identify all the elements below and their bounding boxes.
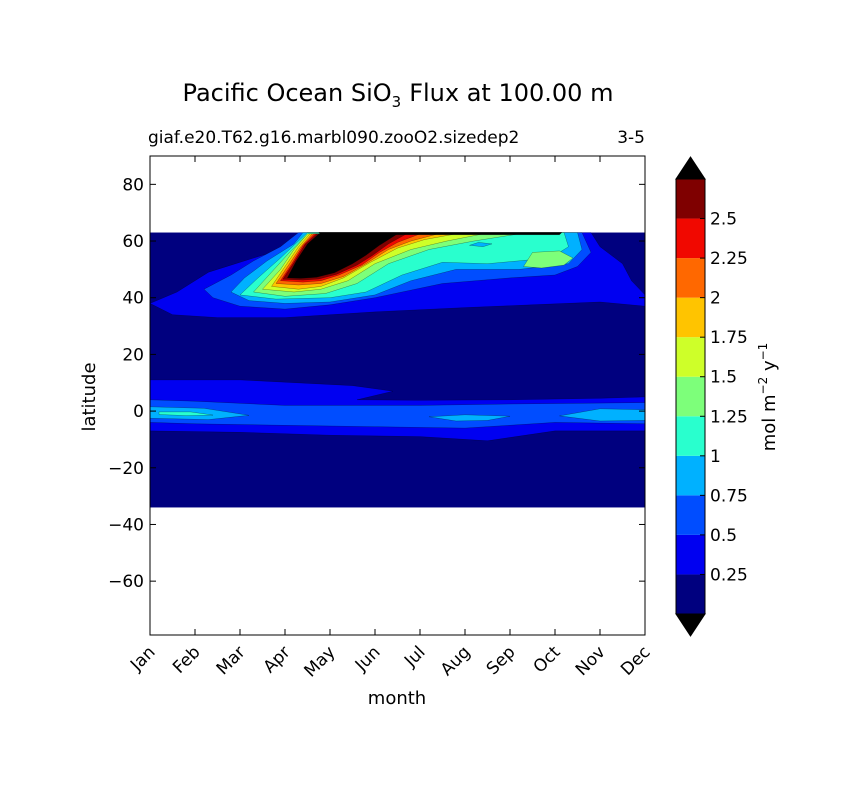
title-text: Pacific Ocean SiO (183, 79, 392, 107)
colorbar-segment (676, 574, 705, 614)
x-tick-label: Feb (169, 642, 204, 677)
x-tick-label: Oct (530, 642, 565, 677)
colorbar-tick-label: 1 (710, 447, 721, 467)
colorbar-tick-label: 0.5 (710, 526, 737, 546)
colorbar-tick-label: 0.25 (710, 565, 748, 585)
colorbar: 0.25 0.5 0.75 1 1.25 1.5 1.75 2 2.25 2.5 (675, 156, 748, 637)
colorbar-segment (676, 455, 705, 496)
x-tick-label: May (301, 642, 340, 681)
region-north-oct-patch (523, 250, 574, 269)
y-axis-label: latitude (79, 362, 100, 431)
x-tick-label: Jul (400, 642, 429, 671)
colorbar-segment (676, 218, 705, 259)
x-tick-label: Sep (483, 642, 520, 679)
colorbar-tick-label: 2 (710, 289, 721, 309)
x-tick-label: Aug (437, 642, 475, 680)
colorbar-tick-label: 1.75 (710, 328, 748, 348)
contour-fill-group (150, 232, 645, 508)
colorbar-label-exp: −2 (756, 377, 770, 395)
y-tick-label: 80 (122, 175, 144, 195)
colorbar-segment (676, 376, 705, 417)
x-axis-label: month (368, 688, 426, 709)
y-tick-label: −20 (108, 459, 144, 479)
region-north-top-black (318, 232, 563, 236)
colorbar-tick-label: 2.25 (710, 249, 748, 269)
chart-title: Pacific Ocean SiO3 Flux at 100.00 m (183, 79, 614, 111)
colorbar-segment (676, 337, 705, 377)
chart-subtitle-right: 3-5 (617, 128, 645, 148)
colorbar-tick-label: 1.5 (710, 368, 737, 388)
title-rest: Flux at 100.00 m (409, 79, 613, 107)
colorbar-label-unit-y: y (759, 360, 780, 377)
region-north-over-black (286, 233, 399, 279)
region-eq-band-100-aug (428, 414, 511, 422)
x-tick-label: Nov (572, 642, 610, 680)
y-tick-label: −60 (108, 572, 144, 592)
colorbar-tick-label: 0.75 (710, 486, 748, 506)
colorbar-label-exp: −1 (756, 343, 770, 361)
colorbar-segment (676, 495, 705, 535)
region-eq-band-075 (150, 399, 645, 429)
region-eq-band-125-jan (158, 411, 214, 416)
colorbar-segment (676, 258, 705, 298)
x-tick-label: Apr (260, 642, 295, 677)
colorbar-label-unit: mol m (759, 394, 780, 451)
chart-subtitle-left: giaf.e20.T62.g16.marbl090.zooO2.sizedep2 (148, 128, 519, 148)
colorbar-tick-label: 2.5 (710, 210, 737, 230)
y-tick-label: 20 (122, 345, 144, 365)
colorbar-segment (676, 416, 705, 456)
x-tick-label: Jan (126, 642, 159, 675)
x-tick-label: Mar (213, 642, 250, 679)
colorbar-label: mol m−2 y−1 (756, 343, 780, 452)
y-tick-label: 40 (122, 289, 144, 309)
colorbar-segment (676, 534, 705, 575)
colorbar-frame (675, 178, 706, 615)
colorbar-segment (676, 179, 705, 219)
region-north-sep-blob (469, 242, 493, 247)
region-eq-band-100-nov (559, 408, 645, 422)
x-tick-label: Jun (351, 642, 385, 676)
colorbar-over-triangle (675, 156, 706, 180)
plot-frame (149, 155, 646, 636)
y-tick-label: 60 (122, 232, 144, 252)
x-tick-label: Dec (617, 642, 654, 679)
colorbar-tick-label: 1.25 (710, 407, 748, 427)
y-tick-label: −40 (108, 515, 144, 535)
colorbar-under-triangle (675, 613, 706, 637)
colorbar-segment (676, 297, 705, 338)
y-tick-label: 0 (133, 402, 144, 422)
title-subscript: 3 (392, 93, 402, 111)
